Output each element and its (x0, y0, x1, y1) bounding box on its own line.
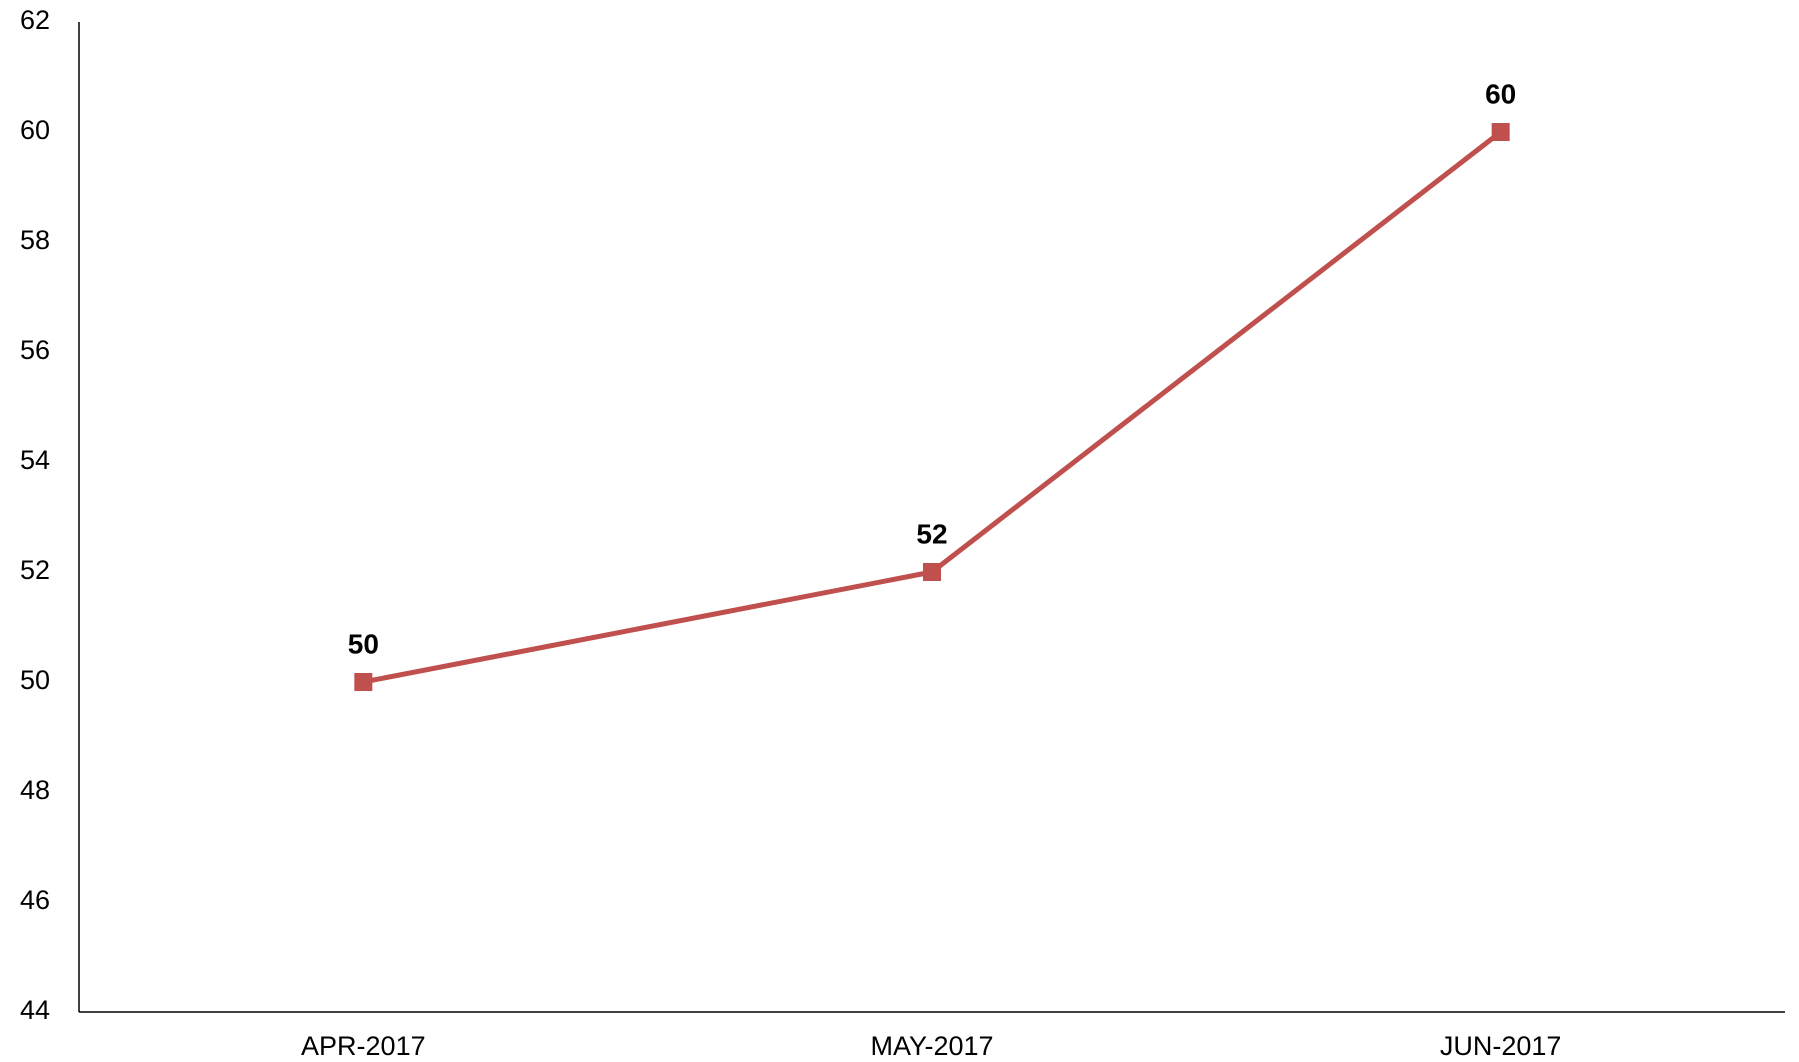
data-point-marker (923, 563, 941, 581)
x-tick-label: APR-2017 (301, 1031, 426, 1061)
series: 50 52 60 (348, 78, 1516, 691)
data-point-marker (1491, 123, 1510, 141)
data-label: 52 (916, 518, 947, 549)
series-line (362, 130, 1503, 685)
y-tick-label: 52 (20, 555, 50, 585)
y-tick-label: 58 (20, 225, 50, 255)
y-tick-label: 60 (20, 115, 50, 145)
y-tick-label: 50 (20, 665, 50, 695)
y-tick-label: 56 (20, 335, 50, 365)
data-label: 50 (348, 628, 379, 659)
x-tick-label: MAY-2017 (870, 1031, 993, 1061)
x-tick-label: JUN-2017 (1440, 1031, 1562, 1061)
y-tick-label: 48 (20, 775, 50, 805)
y-tick-label: 54 (20, 445, 50, 475)
x-tick-labels: APR-2017 MAY-2017 JUN-2017 (301, 1031, 1561, 1061)
y-tick-label: 44 (20, 995, 50, 1025)
y-tick-labels: 44 46 48 50 52 54 56 58 60 62 (20, 5, 50, 1025)
axes (78, 22, 1785, 1013)
data-point-marker (354, 673, 373, 691)
y-tick-label: 46 (20, 885, 50, 915)
data-label: 60 (1485, 78, 1516, 109)
y-tick-label: 62 (20, 5, 50, 35)
